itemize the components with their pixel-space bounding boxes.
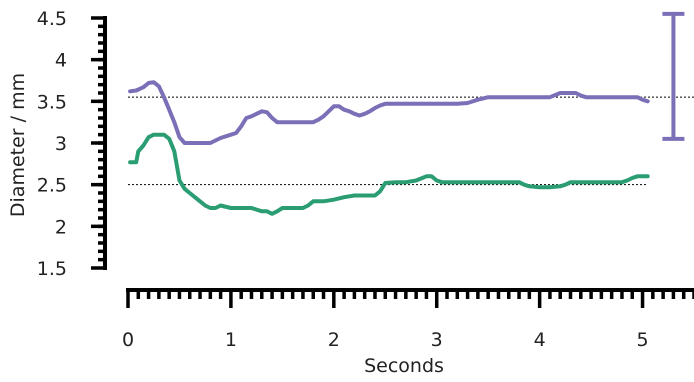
x-tick-label: 1 bbox=[225, 329, 237, 351]
x-tick-label: 2 bbox=[328, 329, 340, 351]
series-line-1 bbox=[128, 132, 650, 216]
series-lines bbox=[128, 80, 650, 216]
x-tick-label: 4 bbox=[534, 329, 546, 351]
y-tick-label: 3.5 bbox=[37, 91, 67, 113]
x-axis-title: Seconds bbox=[364, 355, 444, 377]
y-tick-label: 2.5 bbox=[37, 175, 67, 197]
x-tick-label: 5 bbox=[636, 329, 648, 351]
y-tick-label: 1.5 bbox=[37, 258, 67, 280]
y-axis-title: Diameter / mm bbox=[7, 73, 29, 217]
y-tick-label: 2 bbox=[55, 216, 67, 238]
y-tick-label: 4.5 bbox=[37, 8, 67, 30]
y-axis: 1.5 2 2.5 3 3.5 4 4.5 bbox=[37, 8, 107, 280]
series-line-0 bbox=[128, 80, 650, 145]
scale-bar bbox=[662, 11, 685, 141]
x-tick-label: 0 bbox=[122, 329, 134, 351]
x-tick-label: 3 bbox=[431, 329, 443, 351]
x-axis: 0 1 2 3 4 5 bbox=[122, 288, 694, 351]
y-tick-label: 4 bbox=[55, 50, 67, 72]
y-tick-label: 3 bbox=[55, 133, 67, 155]
